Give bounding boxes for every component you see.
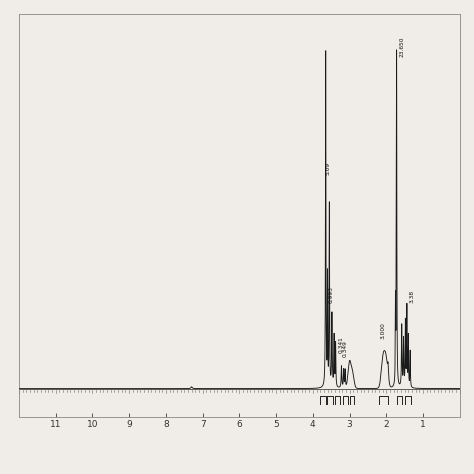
- Text: 0.349: 0.349: [343, 340, 347, 356]
- Text: 3.000: 3.000: [381, 322, 386, 339]
- Text: 0.341: 0.341: [339, 336, 344, 353]
- Text: 5.09: 5.09: [326, 162, 331, 174]
- Text: 23.650: 23.650: [399, 36, 404, 57]
- Text: 0.993: 0.993: [328, 286, 334, 303]
- Text: 3.38: 3.38: [410, 290, 415, 303]
